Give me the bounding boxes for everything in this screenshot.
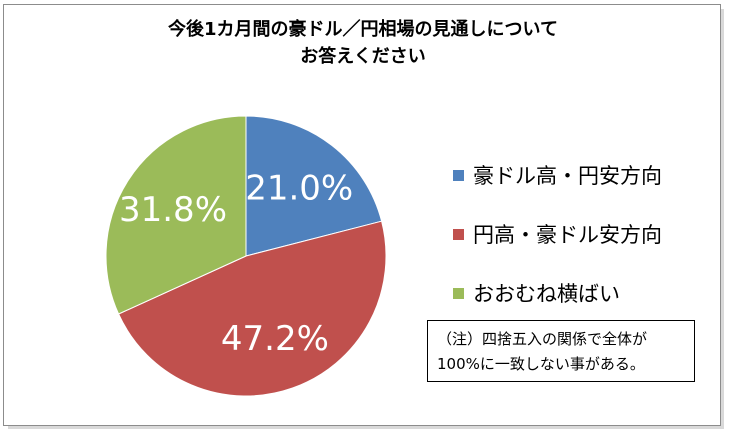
legend-label-flat: おおむね横ばい <box>473 282 620 306</box>
footnote-line-1: （注）四捨五入の関係で全体が <box>437 330 648 348</box>
legend-label-yen-up: 円高・豪ドル安方向 <box>473 223 662 247</box>
pie-slices <box>105 115 387 397</box>
legend-item-yen-up: 円高・豪ドル安方向 <box>453 219 662 249</box>
legend-item-flat: おおむね横ばい <box>453 278 620 308</box>
slice-value-label-yen-up: 47.2% <box>221 319 329 359</box>
legend-swatch-aud-up <box>453 169 464 181</box>
footnote-box: （注）四捨五入の関係で全体が 100%に一致しない事がある。 <box>427 320 695 382</box>
pie-slice-flat <box>105 115 247 315</box>
slice-value-label-aud-up: 21.0% <box>245 168 353 208</box>
pie-slice-aud-up <box>245 115 383 257</box>
chart-title-line-1: 今後1カ月間の豪ドル／円相場の見通しについて <box>168 19 558 40</box>
legend-item-aud-up: 豪ドル高・円安方向 <box>453 160 662 190</box>
chart-title: 今後1カ月間の豪ドル／円相場の見通しについて お答えください <box>0 16 726 70</box>
footnote-line-2: 100%に一致しない事がある。 <box>437 355 645 373</box>
chart-title-line-2: お答えください <box>300 46 426 67</box>
slice-value-label-flat: 31.8% <box>119 190 227 230</box>
legend-label-aud-up: 豪ドル高・円安方向 <box>473 164 662 188</box>
legend-swatch-flat <box>453 287 464 299</box>
pie-slice-yen-up <box>117 220 387 397</box>
legend-swatch-yen-up <box>453 228 464 240</box>
pie-slice-labels: 21.0% 47.2% 31.8% <box>119 168 353 358</box>
